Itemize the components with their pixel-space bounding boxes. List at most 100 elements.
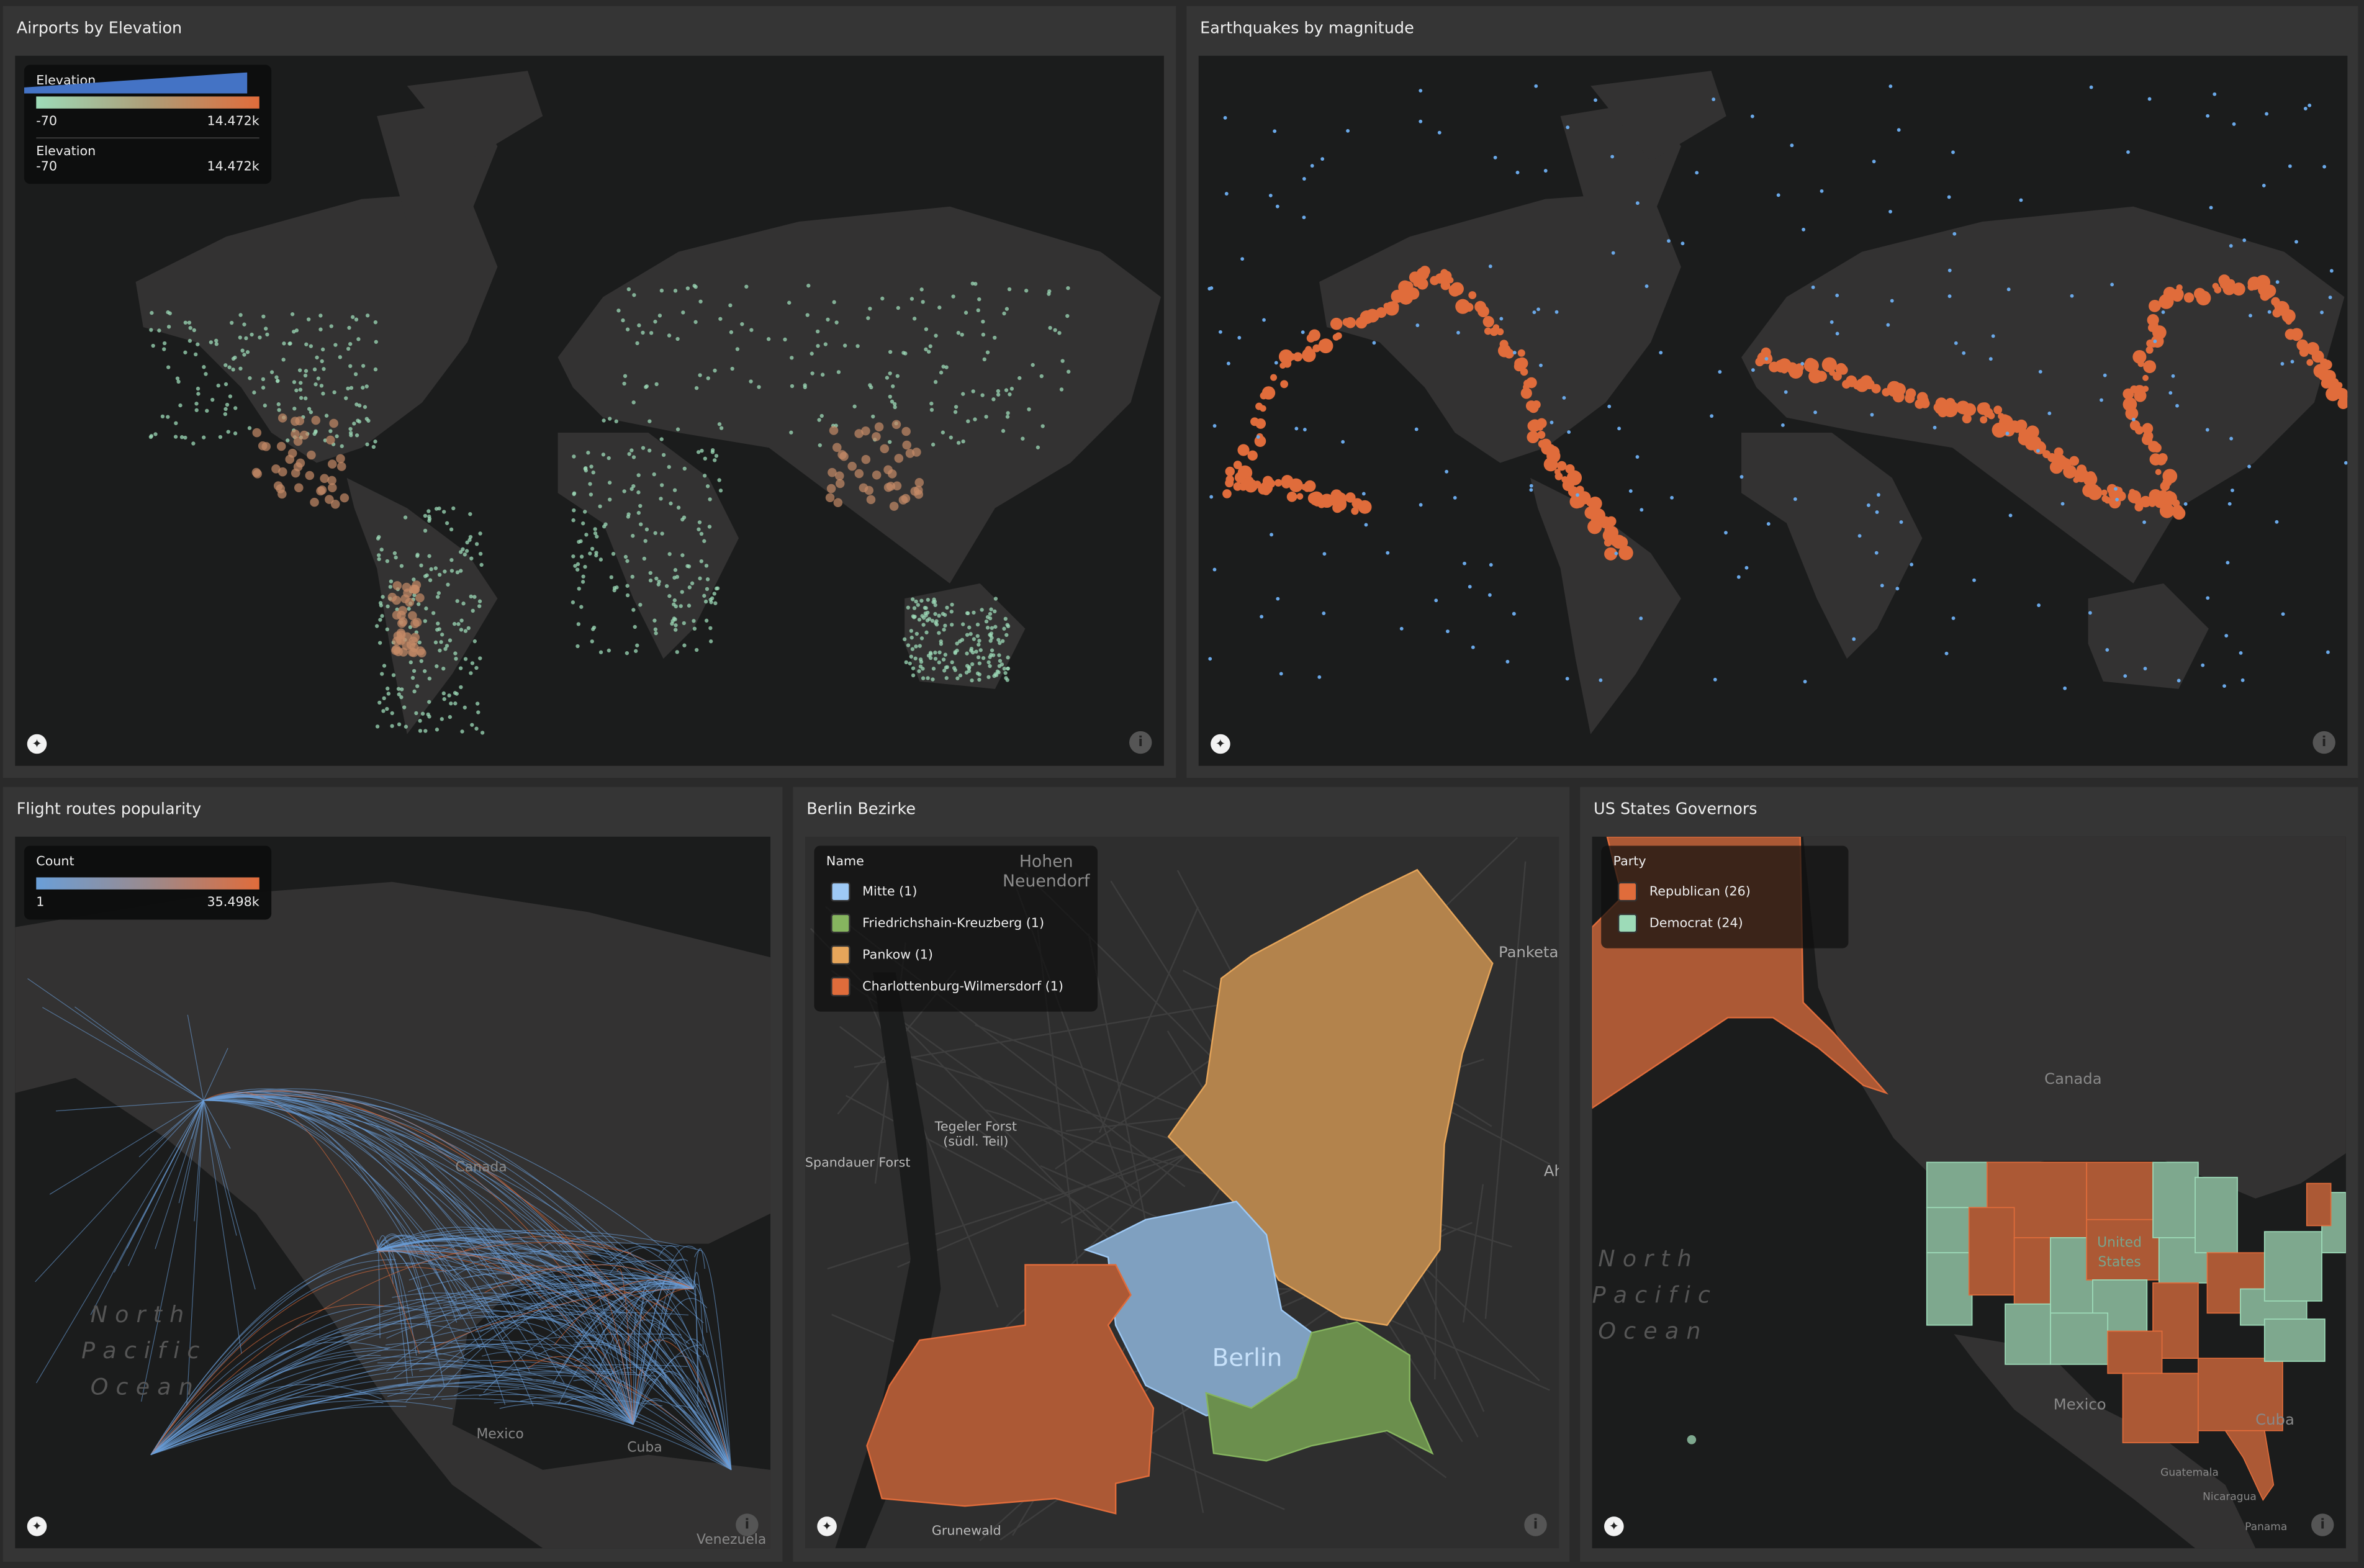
earthquake-point <box>2088 611 2092 615</box>
airport-point <box>893 402 897 407</box>
airport-point <box>1004 388 1009 392</box>
airport-point <box>914 599 918 604</box>
legend-item[interactable]: Friedrichshain-Kreuzberg (1) <box>831 913 1085 934</box>
airport-point <box>998 641 1002 646</box>
airport-point <box>866 495 876 505</box>
compass-logo-icon[interactable]: ✦ <box>27 734 47 754</box>
airport-point <box>918 644 922 648</box>
airport-point <box>942 669 947 673</box>
airport-point <box>789 430 793 435</box>
airport-point <box>871 414 875 419</box>
airport-point <box>978 648 983 652</box>
map-earthquakes[interactable]: ✦ i <box>1198 55 2348 766</box>
airport-point <box>598 557 603 562</box>
continent <box>557 206 1162 583</box>
airport-point <box>976 308 980 313</box>
compass-logo-icon[interactable]: ✦ <box>817 1516 837 1536</box>
airport-point <box>633 624 637 629</box>
earthquake-point <box>1816 371 1827 382</box>
airport-point <box>261 377 266 382</box>
map-berlin[interactable]: Panketal Tegeler Forst (südl. Teil) Span… <box>805 836 1559 1549</box>
earthquake-point <box>1528 402 1539 413</box>
flight-route <box>138 1100 204 1158</box>
airport-point <box>980 608 984 612</box>
earthquake-point <box>1268 194 1273 197</box>
flight-route <box>377 1249 702 1358</box>
airport-point <box>953 410 958 414</box>
airport-point <box>438 648 442 653</box>
airport-point <box>427 677 432 681</box>
earthquake-point <box>2267 310 2272 314</box>
airport-point <box>660 531 664 536</box>
earthquake-point <box>1543 169 1548 173</box>
airport-point <box>961 622 965 626</box>
airport-point <box>937 650 942 655</box>
legend-item[interactable]: Republican (26) <box>1617 881 1836 902</box>
earthquake-point <box>1255 418 1266 429</box>
earthquake-point <box>2183 292 2195 303</box>
state <box>2086 1219 2160 1281</box>
airport-point <box>410 633 420 642</box>
earthquake-point <box>1320 493 1334 508</box>
airport-point <box>973 417 977 421</box>
airport-point <box>327 459 337 469</box>
compass-logo-icon[interactable]: ✦ <box>1604 1516 1624 1536</box>
airport-point <box>459 685 463 690</box>
map-flights[interactable]: Canada Mexico Cuba Venezuela North Pacifi… <box>15 836 771 1549</box>
info-icon[interactable]: i <box>736 1513 759 1536</box>
airport-point <box>591 470 595 475</box>
flight-route <box>376 1242 506 1405</box>
airport-point <box>402 705 407 710</box>
earthquake-point <box>1713 677 1717 682</box>
airport-point <box>1021 436 1025 441</box>
earthquake-point <box>1482 316 1494 328</box>
earthquake-point <box>1599 678 1603 682</box>
map-airports[interactable]: Elevation -70 14.472k Elevation -70 14.472… <box>15 55 1164 766</box>
earthquake-point <box>1980 416 1988 424</box>
airport-point <box>937 631 941 635</box>
legend-item[interactable]: Democrat (24) <box>1617 913 1836 934</box>
airport-point <box>449 558 454 562</box>
world-map <box>135 71 1162 735</box>
airport-point <box>291 468 300 478</box>
land <box>15 881 771 1549</box>
airport-point <box>659 483 664 487</box>
panel-title: Earthquakes by magnitude <box>1200 19 1414 38</box>
earthquake-point <box>1489 327 1499 336</box>
airport-point <box>627 452 631 456</box>
airport-point <box>977 297 981 302</box>
color-gradient-bar <box>36 877 259 890</box>
earthquake-point <box>1607 404 1612 408</box>
airport-point <box>939 371 944 375</box>
airport-point <box>349 433 353 438</box>
earthquake-point <box>2073 477 2080 484</box>
info-icon[interactable]: i <box>1129 731 1152 754</box>
earthquake-point <box>1504 348 1514 359</box>
earthquake-point <box>2320 310 2324 315</box>
airport-point <box>1002 667 1007 671</box>
earthquake-point <box>1866 503 1870 507</box>
earthquake-point <box>1857 534 1862 538</box>
info-icon[interactable]: i <box>2311 1513 2334 1536</box>
airport-point <box>912 606 917 610</box>
airport-point <box>374 340 378 344</box>
legend-item[interactable]: Pankow (1) <box>831 945 1085 965</box>
info-icon[interactable]: i <box>2312 731 2335 754</box>
earthquake-point <box>2242 238 2247 242</box>
compass-logo-icon[interactable]: ✦ <box>1211 734 1230 754</box>
airport-point <box>996 392 1001 397</box>
legend-item[interactable]: Mitte (1) <box>831 881 1085 902</box>
legend-item[interactable]: Charlottenburg-Wilmersdorf (1) <box>831 976 1085 997</box>
map-label: Cuba <box>2255 1412 2294 1430</box>
airport-point <box>183 350 187 354</box>
earthquake-point <box>2070 294 2074 298</box>
airport-point <box>1001 429 1006 433</box>
airport-point <box>414 711 418 716</box>
map-us-governors[interactable]: Canada United States Mexico Cuba Guatema… <box>1592 836 2346 1549</box>
state <box>2195 1176 2238 1254</box>
airport-point <box>375 724 380 729</box>
compass-logo-icon[interactable]: ✦ <box>27 1516 47 1536</box>
flight-route <box>392 1292 732 1471</box>
airport-point <box>675 427 680 431</box>
info-icon[interactable]: i <box>1524 1513 1547 1536</box>
